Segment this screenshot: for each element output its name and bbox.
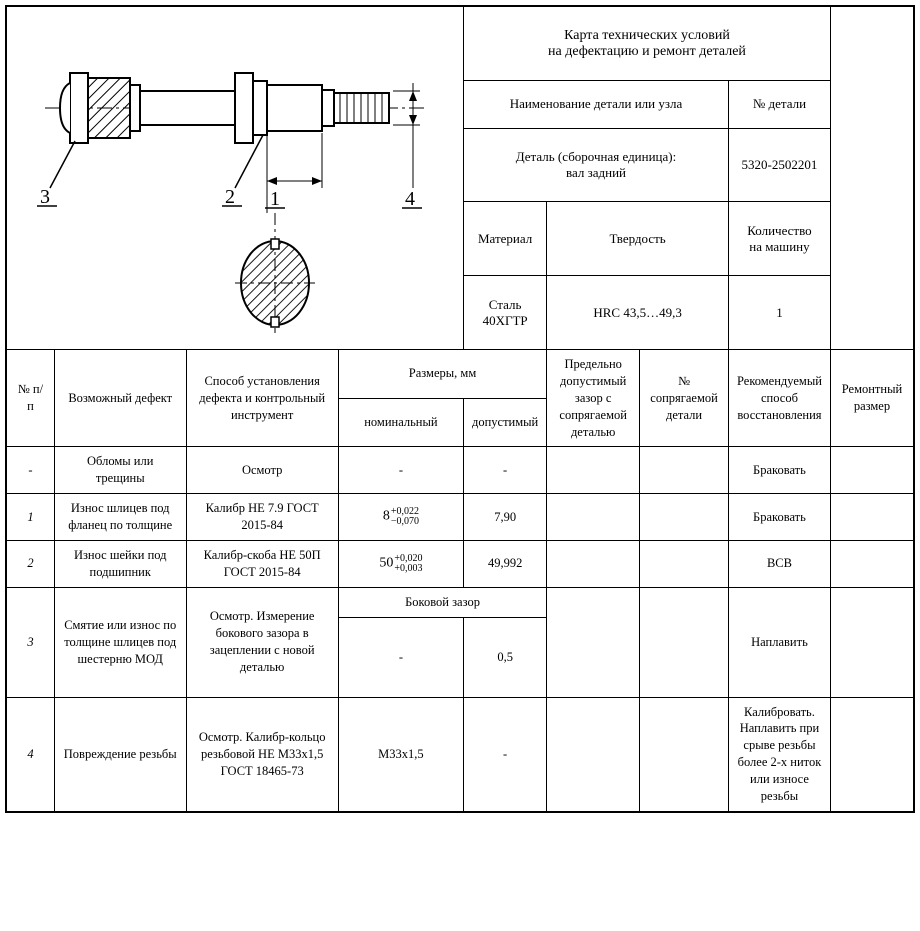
table-row: - Обломы или трещины Осмотр - - Браковат… [6,447,914,494]
row1-defect: Износ шлицев под фланец по толщине [54,494,186,541]
col-repair: Ремонтный размер [830,350,914,447]
row1-nom-tol: +0,022−0,070 [391,507,419,527]
row1-num: 1 [6,494,54,541]
row4-restore: Калибровать. Наплавить при срыве резьбы … [728,697,830,812]
row0-nominal: - [338,447,463,494]
row3-gap [547,587,640,697]
row3-permissible: 0,5 [464,617,547,697]
table-row: 1 Износ шлицев под фланец по толщине Кал… [6,494,914,541]
row2-num: 2 [6,540,54,587]
row3-mate [640,587,729,697]
row4-method: Осмотр. Калибр-кольцо резьбовой НЕ М33х1… [186,697,338,812]
row0-restore: Браковать [728,447,830,494]
callout-4-label: 4 [405,188,415,210]
row2-restore: ВСВ [728,540,830,587]
row4-nominal: М33х1,5 [338,697,463,812]
col-nominal: номинальный [338,398,463,447]
row1-nominal: 8+0,022−0,070 [338,494,463,541]
hardness-value: HRC 43,5…49,3 [547,276,729,350]
callout-1-label: 1 [270,188,280,210]
callout-2-label: 2 [225,186,235,208]
material-label: Материал [464,202,547,276]
col-method: Способ установления дефекта и контрольны… [186,350,338,447]
row3-restore: Наплавить [728,587,830,697]
shaft-drawing: 3 2 1 4 [15,13,455,343]
row2-nom-tol: +0,020+0,003 [394,554,422,574]
table-row: 2 Износ шейки под подшипник Калибр-скоба… [6,540,914,587]
row3-nominal: - [338,617,463,697]
qty-l1: Количество [747,223,811,238]
material-value: Сталь 40ХГТР [464,276,547,350]
row0-num: - [6,447,54,494]
row4-gap [547,697,640,812]
row0-repair [830,447,914,494]
col-mate: № сопрягаемой детали [640,350,729,447]
row0-method: Осмотр [186,447,338,494]
callout-3-label: 3 [40,186,50,208]
row2-repair [830,540,914,587]
row2-nom-base: 50 [379,555,393,570]
card-title: Карта технических условий на дефектацию … [464,6,831,81]
assembly-value: вал задний [566,165,626,180]
row4-num: 4 [6,697,54,812]
technical-drawing-cell: 3 2 1 4 [6,6,464,350]
row3-num: 3 [6,587,54,697]
row2-mate [640,540,729,587]
title-l1: Карта технических условий [564,28,730,43]
row4-mate [640,697,729,812]
row4-permissible: - [464,697,547,812]
title-l2: на дефектацию и ремонт деталей [548,44,746,59]
table-row: 3 Смятие или износ по толщине шлицев под… [6,587,914,617]
row0-gap [547,447,640,494]
row2-defect: Износ шейки под подшипник [54,540,186,587]
row1-gap [547,494,640,541]
row2-permissible: 49,992 [464,540,547,587]
row2-method: Калибр-скоба НЕ 50П ГОСТ 2015-84 [186,540,338,587]
row3-method: Осмотр. Измерение бокового зазора в заце… [186,587,338,697]
spec-card-table: 3 2 1 4 [5,5,915,813]
part-name-label: Наименование детали или узла [464,81,729,129]
row3-repair [830,587,914,697]
qty-value: 1 [728,276,830,350]
qty-l2: на машину [749,239,809,254]
col-permissible: допустимый [464,398,547,447]
col-defect: Возможный дефект [54,350,186,447]
row4-repair [830,697,914,812]
row1-permissible: 7,90 [464,494,547,541]
hardness-label: Твердость [547,202,729,276]
row0-mate [640,447,729,494]
row0-defect: Обломы или трещины [54,447,186,494]
part-no-value: 5320-2502201 [728,128,830,202]
row3-defect: Смятие или износ по толщине шлицев под ш… [54,587,186,697]
col-restore: Рекомендуемый способ восстановления [728,350,830,447]
qty-label: Количество на машину [728,202,830,276]
col-num: № п/п [6,350,54,447]
assembly-label: Деталь (сборочная единица): [516,149,676,164]
col-gap: Предельно допустимый зазор с сопрягаемой… [547,350,640,447]
table-row: 4 Повреждение резьбы Осмотр. Калибр-коль… [6,697,914,812]
row2-gap [547,540,640,587]
row4-defect: Повреждение резьбы [54,697,186,812]
col-dims: Размеры, мм [338,350,546,399]
part-no-label: № детали [728,81,830,129]
row0-permissible: - [464,447,547,494]
row1-restore: Браковать [728,494,830,541]
row1-repair [830,494,914,541]
row1-nom-base: 8 [383,509,390,524]
row2-nominal: 50+0,020+0,003 [338,540,463,587]
row3-sidegap-label: Боковой зазор [338,587,546,617]
row1-method: Калибр НЕ 7.9 ГОСТ 2015-84 [186,494,338,541]
row1-mate [640,494,729,541]
assembly-cell: Деталь (сборочная единица): вал задний [464,128,729,202]
